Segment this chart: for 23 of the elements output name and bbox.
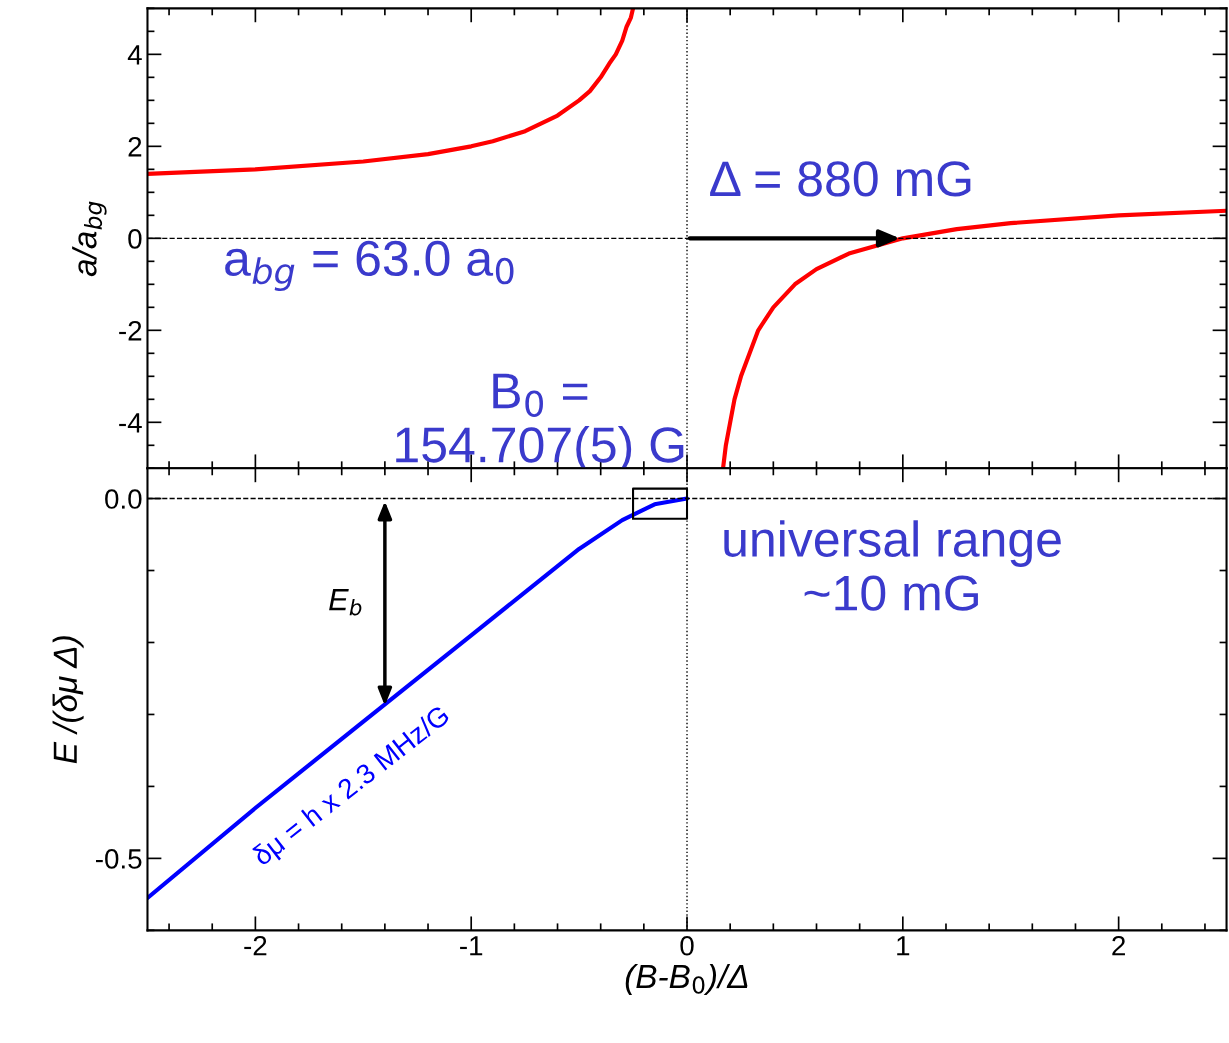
annotation: universal range ~10 mG xyxy=(724,520,1061,611)
x-tick-label: -1 xyxy=(460,936,483,956)
y-axis-title: E /(δμ Δ) xyxy=(52,636,84,764)
y-axis-title: a/a$_{bg}$ xyxy=(72,201,107,277)
x-axis-title: (B-B$_{0}$)/Δ xyxy=(625,963,748,995)
line-series xyxy=(720,208,1227,469)
x-tick-label: 0 xyxy=(680,935,694,956)
annotation: a$_{bg}$ = 63.0 a$_{0}$ xyxy=(225,240,514,292)
x-tick-label: 1 xyxy=(897,936,910,956)
y-tick-label: 4 xyxy=(127,45,142,65)
annotation: E$_{b}$ xyxy=(329,589,362,616)
annotation: Δ = 880 mG xyxy=(710,161,971,197)
y-tick-label: 0.0 xyxy=(105,489,142,509)
y-tick-label: 0 xyxy=(128,228,142,249)
annotation: B$_{0}$ = 154.707(5) G xyxy=(396,373,684,473)
y-tick-label: -2 xyxy=(119,320,142,341)
line-series xyxy=(147,8,636,177)
y-tick-label: 2 xyxy=(128,137,142,157)
y-tick-label: -4 xyxy=(119,413,142,433)
x-tick-label: 2 xyxy=(1112,935,1125,956)
x-tick-label: -2 xyxy=(244,935,267,956)
line-series xyxy=(147,496,690,901)
y-tick-label: -0.5 xyxy=(95,849,142,869)
